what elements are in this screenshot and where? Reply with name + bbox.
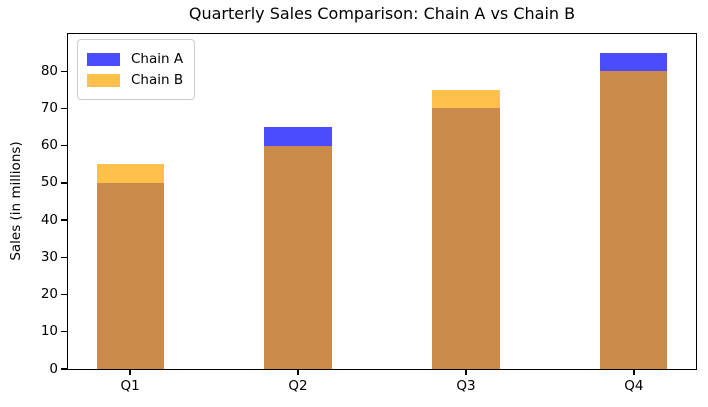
x-tick-label: Q1 xyxy=(120,378,140,394)
y-tick-mark xyxy=(61,219,67,221)
y-tick-mark xyxy=(61,331,67,333)
y-tick-mark xyxy=(61,107,67,110)
y-tick-label: 0 xyxy=(49,360,58,377)
legend-row: Chain B xyxy=(87,72,183,88)
bar-q3-chain-b xyxy=(432,89,500,369)
legend-swatch-chain-a xyxy=(87,52,120,66)
y-tick-mark xyxy=(61,256,67,259)
y-axis-label: Sales (in millions) xyxy=(8,141,24,261)
legend: Chain A Chain B xyxy=(77,39,196,100)
bar-q1-chain-b xyxy=(96,164,164,369)
bar-q2-chain-b xyxy=(264,145,332,369)
chart-title: Quarterly Sales Comparison: Chain A vs C… xyxy=(188,4,576,23)
x-tick-label: Q2 xyxy=(288,378,308,394)
x-tick-mark xyxy=(465,369,467,375)
y-tick-label: 20 xyxy=(40,286,58,303)
y-tick-label: 60 xyxy=(40,137,58,154)
y-tick-label: 10 xyxy=(40,323,58,340)
y-tick-label: 40 xyxy=(40,211,58,228)
x-tick-mark xyxy=(297,369,299,375)
y-tick-mark xyxy=(61,144,67,147)
y-tick-mark xyxy=(61,368,67,370)
y-tick-mark xyxy=(61,293,67,296)
y-tick-mark xyxy=(61,182,67,184)
legend-label-chain-b: Chain B xyxy=(131,72,184,88)
plot-area: Chain A Chain B xyxy=(67,33,697,370)
bar-q4-chain-b xyxy=(600,71,668,369)
y-tick-label: 80 xyxy=(40,62,58,79)
x-tick-mark xyxy=(633,369,635,375)
x-tick-label: Q3 xyxy=(456,378,476,394)
x-tick-mark xyxy=(129,369,131,375)
y-tick-label: 50 xyxy=(40,174,58,191)
legend-swatch-chain-b xyxy=(87,73,120,87)
y-tick-mark xyxy=(61,70,67,72)
y-tick-label: 30 xyxy=(40,248,58,265)
legend-label-chain-a: Chain A xyxy=(131,51,184,67)
legend-row: Chain A xyxy=(87,51,183,67)
x-tick-label: Q4 xyxy=(624,378,644,394)
y-tick-label: 70 xyxy=(40,99,58,116)
